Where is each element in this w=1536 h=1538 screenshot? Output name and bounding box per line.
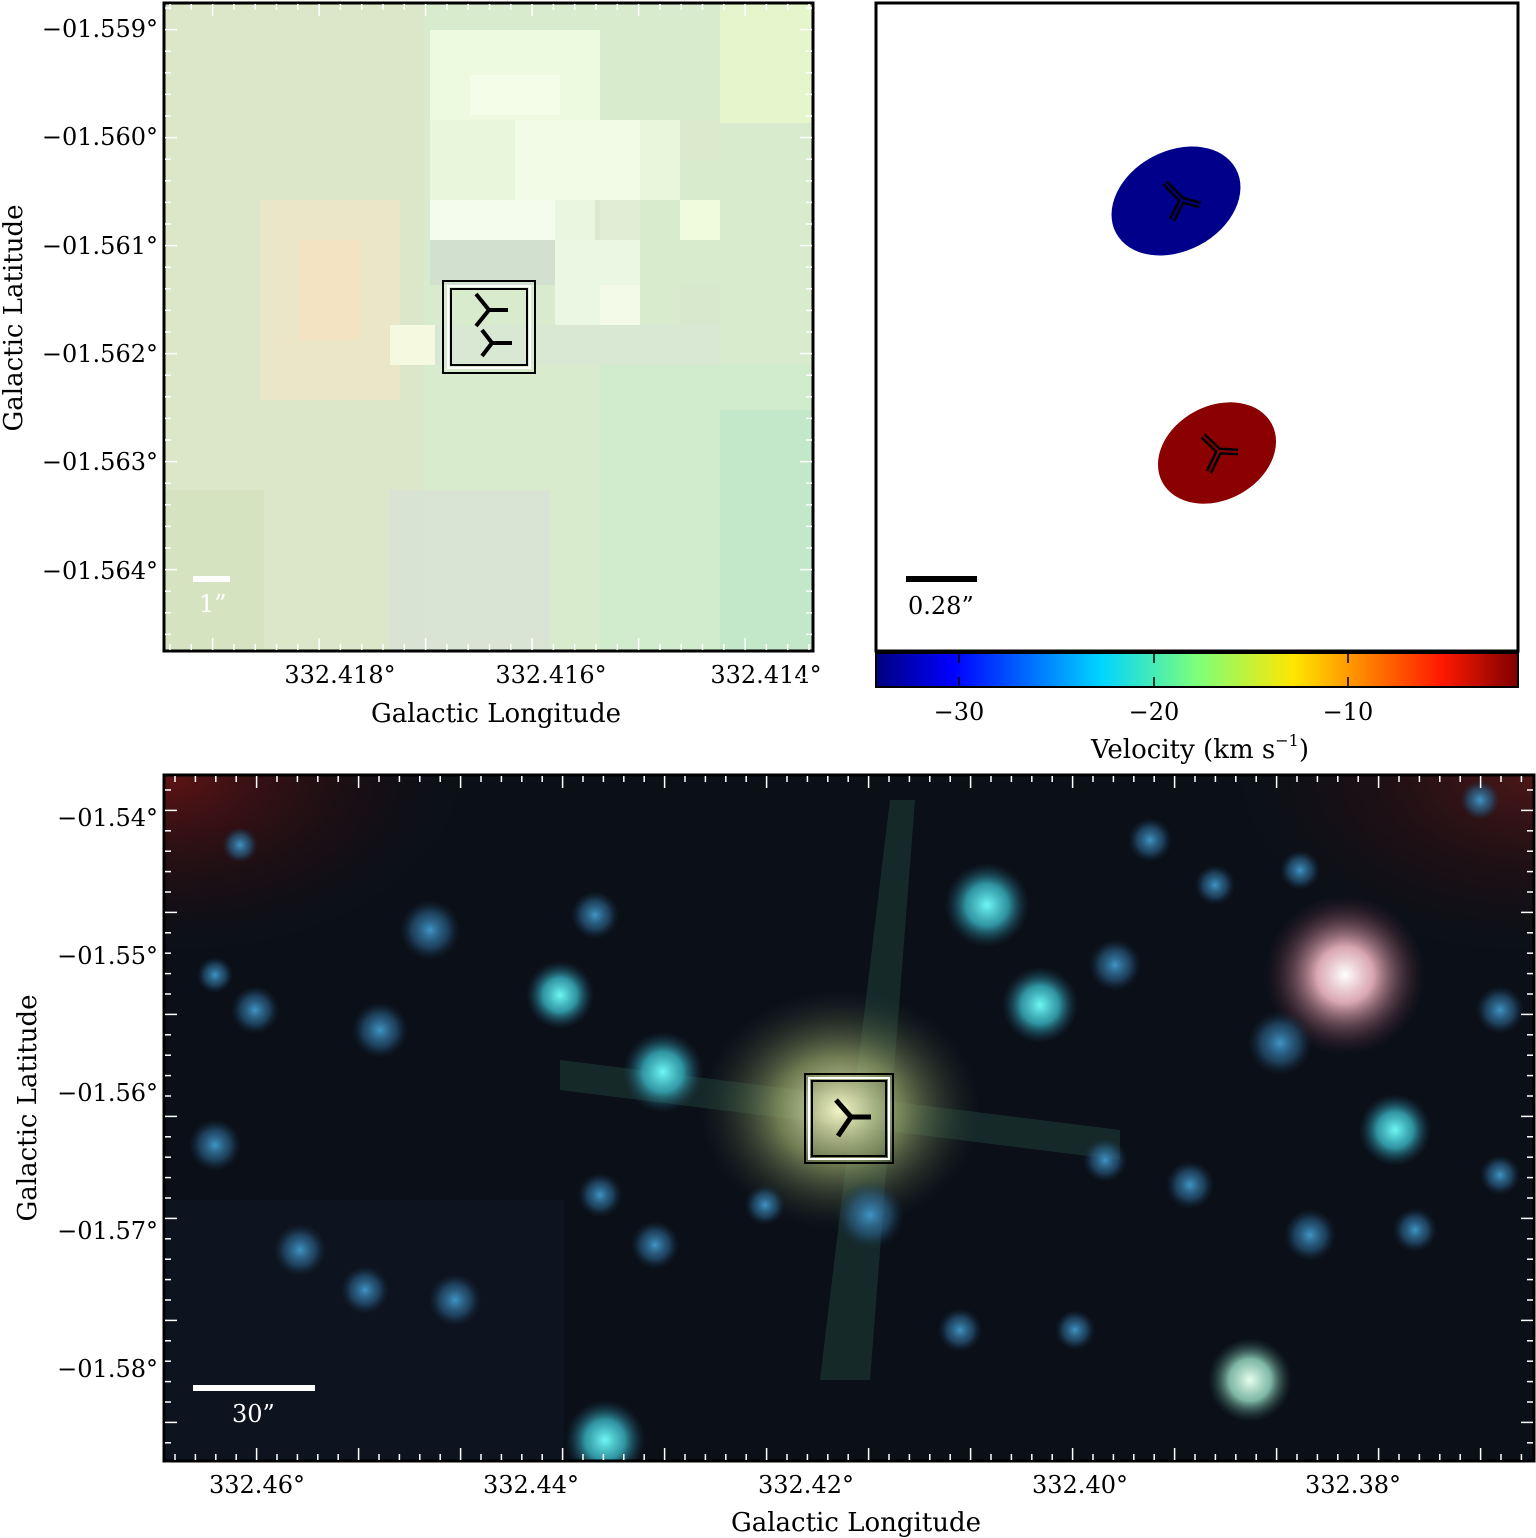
field-star	[429, 1274, 481, 1326]
tl-frame	[162, 1, 815, 653]
top-left-panel: 1” 332.418° 332.416° 332.414° −01.559° −…	[0, 1, 832, 729]
field-star	[745, 1185, 785, 1225]
tl-y-tick-4: −01.563°	[42, 448, 158, 476]
field-star	[1195, 865, 1235, 905]
bottom-x-tick-1: 332.44°	[483, 1471, 579, 1499]
field-star	[571, 891, 619, 939]
field-star	[222, 827, 258, 863]
field-star	[274, 1224, 326, 1276]
field-star	[1248, 1011, 1312, 1075]
bottom-x-axis-label: Galactic Longitude	[731, 1508, 981, 1538]
field-star	[231, 986, 279, 1034]
tr-blue-marker-icon	[1162, 180, 1201, 222]
bottom-y-tick-1: −01.55°	[57, 942, 158, 970]
field-star	[1166, 1161, 1214, 1209]
field-star	[1480, 1155, 1520, 1195]
field-star	[1128, 818, 1172, 862]
tl-x-tick-2: 332.414°	[710, 661, 821, 689]
field-star	[1460, 780, 1500, 820]
tl-scale-label: 1”	[199, 590, 227, 618]
field-star	[1284, 1209, 1336, 1261]
bottom-image	[164, 775, 1534, 1461]
bottom-y-axis-label: Galactic Latitude	[13, 995, 43, 1222]
field-star	[526, 961, 594, 1029]
bottom-y-tick-3: −01.57°	[57, 1217, 158, 1245]
field-star	[938, 1308, 982, 1352]
tr-colorbar	[875, 652, 1519, 688]
bottom-x-tick-4: 332.38°	[1305, 1471, 1401, 1499]
bottom-x-tick-2: 332.42°	[758, 1471, 854, 1499]
field-star	[1002, 967, 1078, 1043]
field-star	[1265, 895, 1425, 1055]
bottom-y-tick-4: −01.58°	[57, 1355, 158, 1383]
tl-marker-box-outer	[442, 280, 536, 374]
field-star	[836, 1181, 904, 1249]
colorbar-tick-2: −10	[1323, 698, 1374, 726]
tl-x-axis-label: Galactic Longitude	[371, 699, 621, 729]
bottom-source-marker-icon	[834, 1098, 871, 1138]
field-star	[631, 1221, 679, 1269]
tl-x-tick-1: 332.416°	[495, 661, 606, 689]
field-star	[565, 1400, 645, 1461]
tl-x-tick-0: 332.418°	[284, 661, 395, 689]
bottom-panel: 30” 332.46° 332.44° 332.42° 332.40° 332.…	[13, 773, 1536, 1538]
tl-y-tick-2: −01.561°	[42, 232, 158, 260]
bottom-marker-box	[804, 1073, 894, 1164]
colorbar-label: Velocity (km s−1)	[1090, 731, 1309, 765]
tl-y-tick-5: −01.564°	[42, 557, 158, 585]
field-star	[945, 863, 1029, 947]
field-star	[197, 957, 233, 993]
field-star	[1089, 939, 1141, 991]
bottom-y-tick-0: −01.54°	[57, 804, 158, 832]
tl-y-tick-3: −01.562°	[42, 340, 158, 368]
tl-y-axis-label: Galactic Latitude	[0, 205, 29, 432]
field-star	[1393, 1208, 1437, 1252]
field-star	[189, 1119, 241, 1171]
tl-y-tick-0: −01.559°	[42, 15, 158, 43]
field-star	[352, 1002, 408, 1058]
field-star	[341, 1266, 389, 1314]
bottom-scale-label: 30”	[232, 1400, 275, 1428]
field-star	[1476, 986, 1524, 1034]
field-star	[1083, 1138, 1127, 1182]
colorbar-tick-0: −30	[934, 698, 985, 726]
field-star	[623, 1032, 703, 1112]
colorbar-tick-1: −20	[1129, 698, 1180, 726]
tr-frame	[874, 1, 1520, 653]
field-star	[1359, 1094, 1431, 1166]
top-right-panel: 0.28” −30 −20 −10 Velocity (km s−1)	[874, 1, 1520, 765]
field-star	[1280, 850, 1320, 890]
tr-scale-label: 0.28”	[908, 592, 974, 620]
tr-source-blue	[1111, 146, 1241, 256]
bottom-frame	[162, 773, 1536, 1463]
tl-source-marker-icon	[474, 292, 512, 358]
bottom-x-tick-3: 332.40°	[1032, 1471, 1128, 1499]
field-star	[1055, 1310, 1095, 1350]
field-star	[400, 900, 460, 960]
field-star	[1208, 1338, 1292, 1422]
tr-red-marker-icon	[1200, 433, 1239, 474]
bottom-y-tick-2: −01.56°	[57, 1079, 158, 1107]
tl-image	[164, 3, 813, 651]
bottom-x-tick-0: 332.46°	[209, 1471, 305, 1499]
tl-y-tick-1: −01.560°	[42, 123, 158, 151]
field-star	[578, 1173, 622, 1217]
